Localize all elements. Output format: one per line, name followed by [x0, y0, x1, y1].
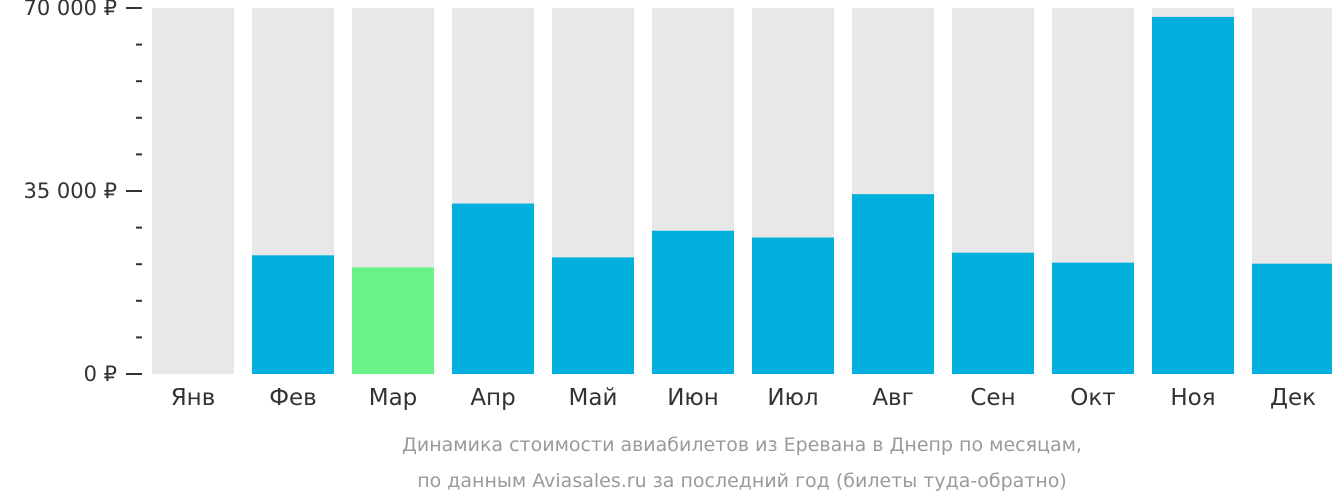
x-tick-label: Янв [171, 385, 216, 411]
bar-1[interactable] [252, 255, 334, 374]
bar-5[interactable] [652, 230, 734, 374]
x-tick-label: Май [569, 385, 618, 411]
bar-10[interactable] [1152, 16, 1234, 374]
x-tick-label: Июн [667, 385, 719, 411]
bar-4[interactable] [552, 257, 634, 374]
x-tick-label: Авг [872, 385, 913, 411]
x-tick-label: Сен [970, 385, 1015, 411]
x-tick-label: Фев [269, 385, 317, 411]
bar-11[interactable] [1252, 263, 1332, 374]
bar-8[interactable] [952, 252, 1034, 374]
y-tick-label: 35 000 ₽ [23, 179, 117, 203]
x-tick-label: Апр [470, 385, 515, 411]
y-tick-label: 0 ₽ [84, 362, 117, 386]
background-bar-0 [152, 8, 234, 374]
x-tick-label: Мар [369, 385, 418, 411]
data-bars [252, 16, 1332, 374]
bar-3[interactable] [452, 203, 534, 374]
bar-7[interactable] [852, 194, 934, 374]
bar-2[interactable] [352, 267, 434, 374]
y-axis: 0 ₽ 35 000 ₽ 70 000 ₽ [23, 0, 142, 386]
bar-6[interactable] [752, 237, 834, 374]
x-tick-label: Ноя [1170, 385, 1215, 411]
bar-9[interactable] [1052, 262, 1134, 374]
caption-line-2: по данным Aviasales.ru за последний год … [417, 470, 1067, 492]
x-axis: Янв Фев Мар Апр Май Июн Июл Авг Сен Окт Ноя Дек [171, 385, 1316, 411]
caption-line-1: Динамика стоимости авиабилетов из Ереван… [402, 434, 1082, 456]
x-tick-label: Июл [767, 385, 818, 411]
x-tick-label: Дек [1270, 385, 1316, 411]
y-tick-label: 70 000 ₽ [23, 0, 117, 20]
x-tick-label: Окт [1070, 385, 1115, 411]
